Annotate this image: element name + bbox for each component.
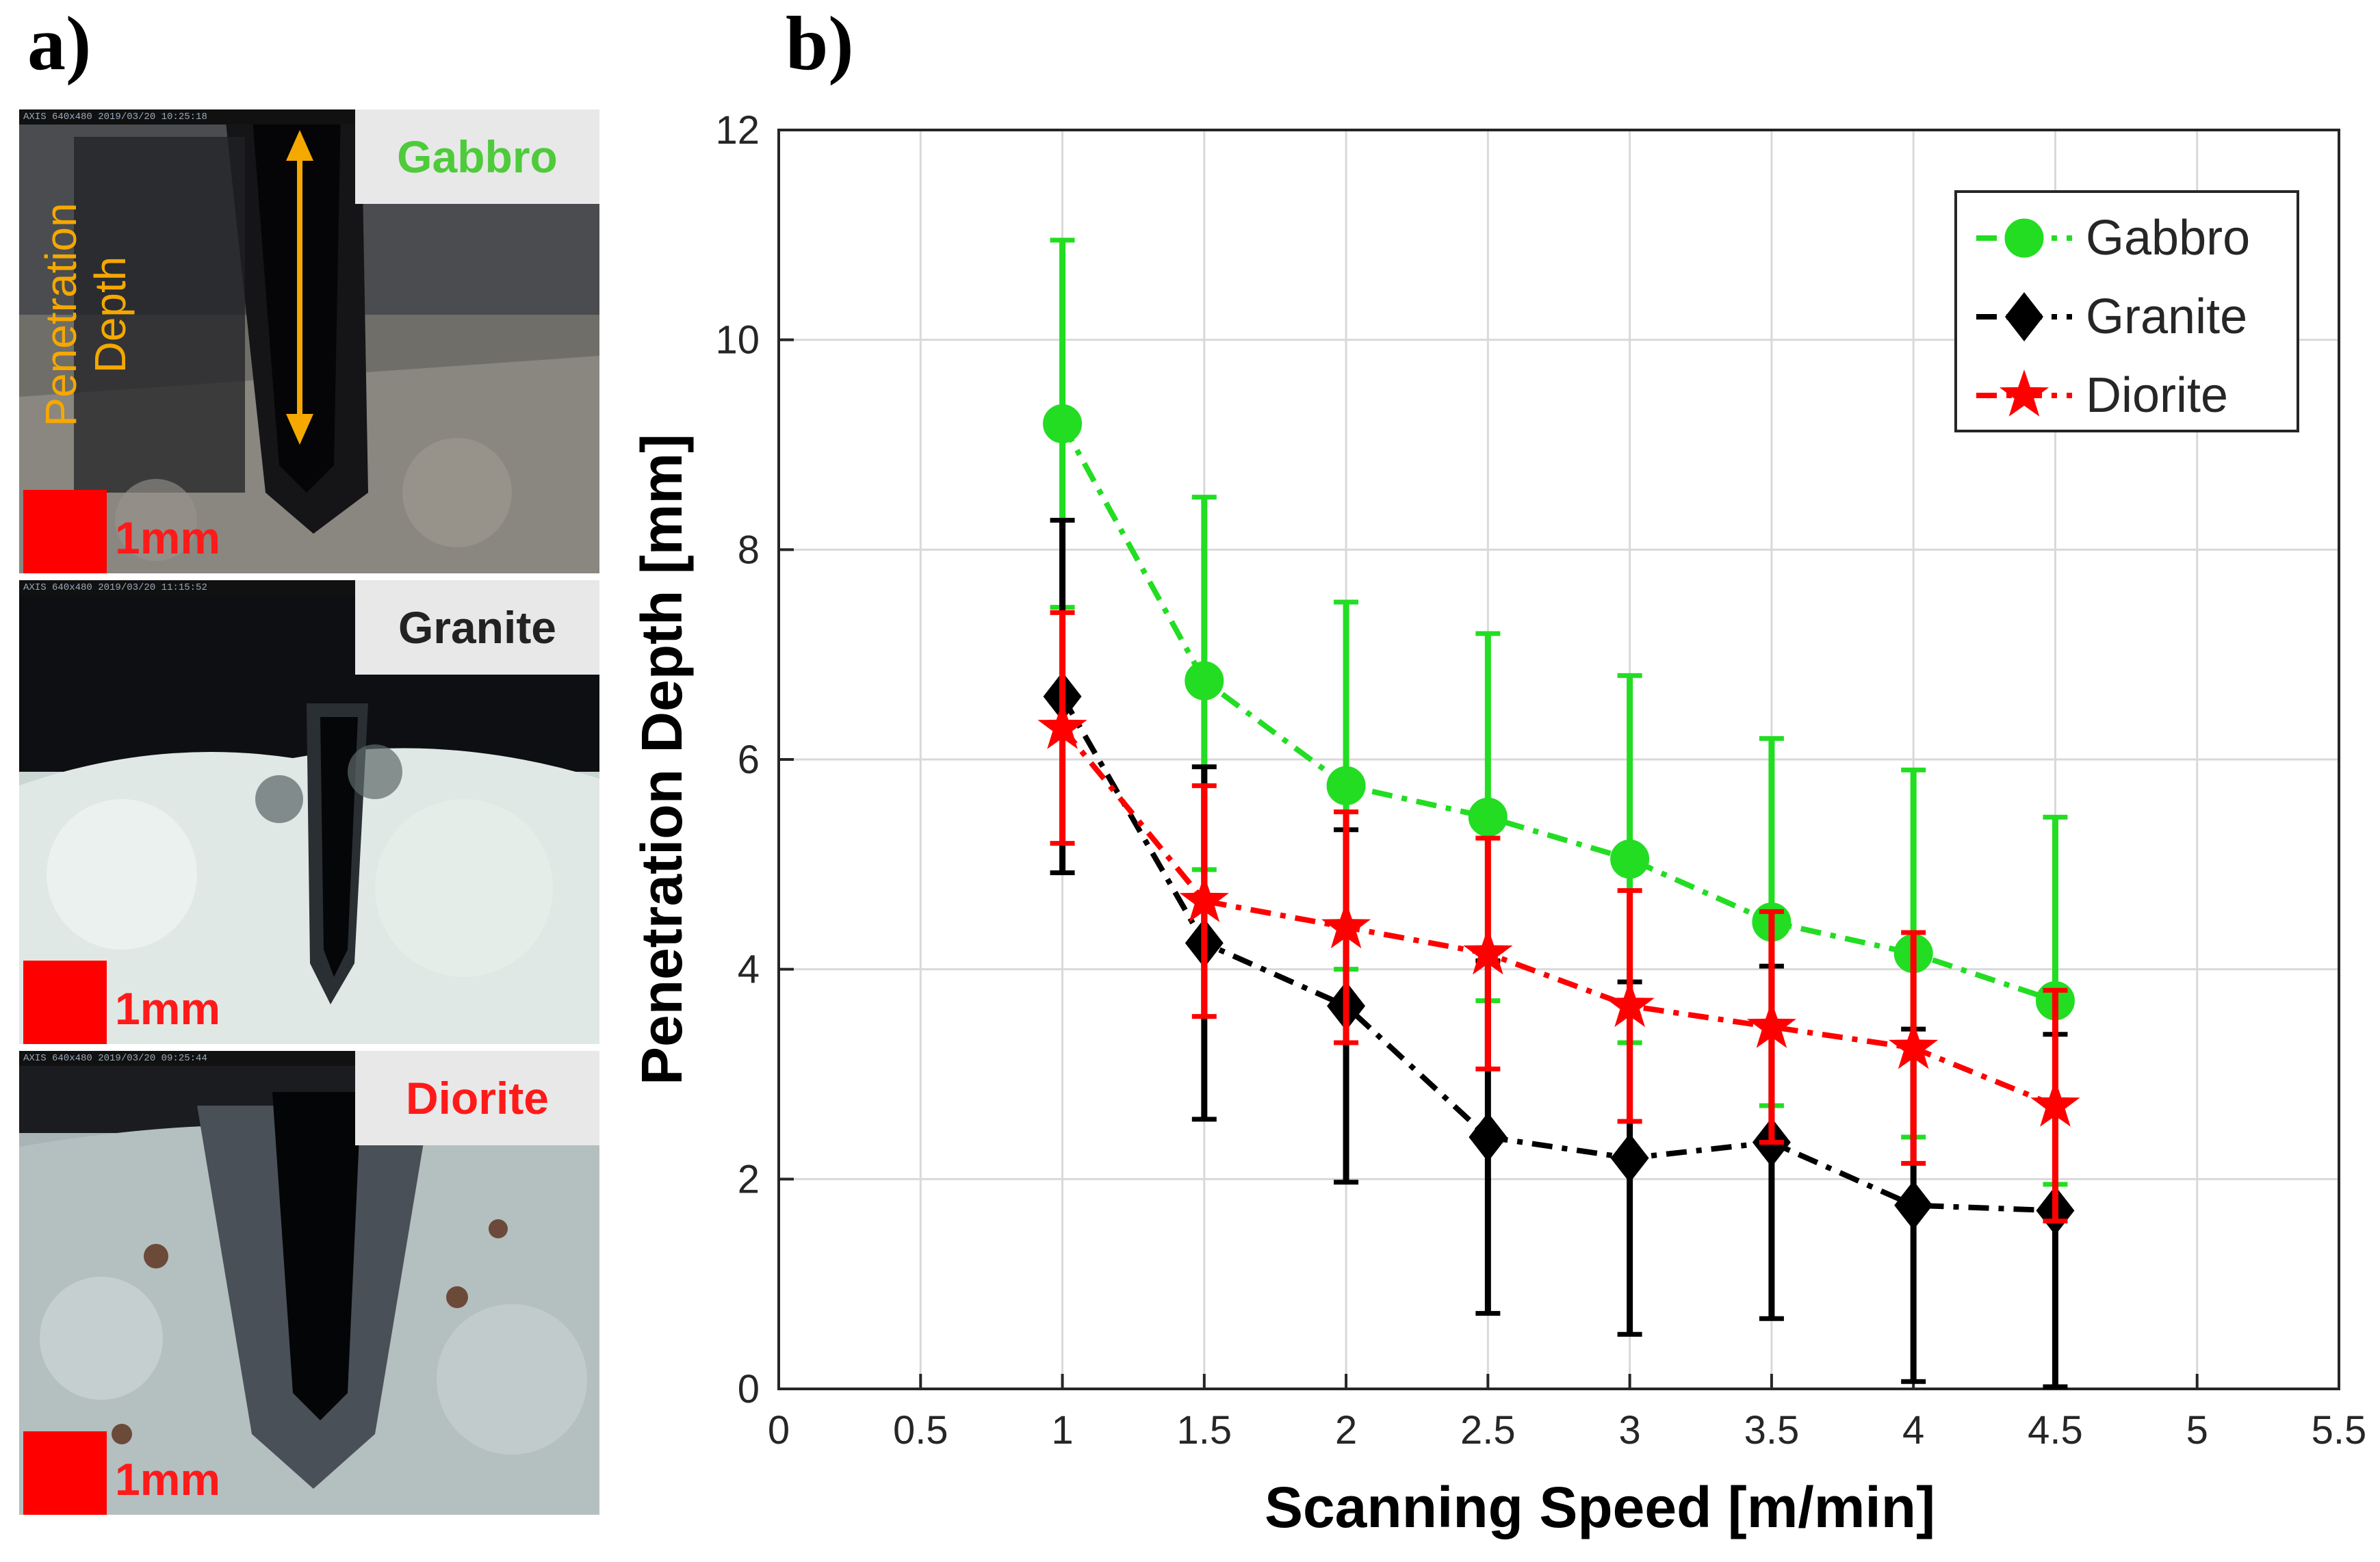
panel-a-label: a) (27, 1, 92, 86)
granite-series-line (1060, 695, 2056, 1214)
scale-label: 1mm (115, 983, 221, 1034)
gabbro-point (1468, 797, 1508, 837)
x-tick-label: 2 (1335, 1408, 1357, 1453)
camera-header: AXIS 640x480 2019/03/20 10:25:18 (19, 109, 365, 125)
rock-label-diorite: Diorite (355, 1051, 599, 1145)
camera-header: AXIS 640x480 2019/03/20 11:15:52 (19, 580, 365, 595)
legend-label-diorite: Diorite (2086, 368, 2228, 423)
y-tick-label: 6 (738, 738, 760, 782)
x-tick-label: 4.5 (2028, 1408, 2083, 1453)
gabbro-point (1185, 661, 1224, 701)
diorite-point (1889, 1021, 1939, 1069)
y-tick-label: 12 (715, 108, 760, 153)
gabbro-series-line (1060, 422, 2056, 1004)
x-tick-label: 0 (768, 1408, 790, 1453)
granite-point (1469, 1112, 1508, 1162)
scale-bar (23, 490, 107, 573)
camera-header: AXIS 640x480 2019/03/20 09:25:44 (19, 1051, 365, 1066)
granite-point (1610, 1133, 1649, 1183)
x-tick-label: 5.5 (2312, 1408, 2367, 1453)
diorite-point (2030, 1080, 2080, 1127)
photo-gabbro: AXIS 640x480 2019/03/20 10:25:18 Penetra… (19, 109, 599, 573)
y-tick-label: 8 (738, 528, 760, 572)
legend-label-granite: Granite (2086, 289, 2247, 344)
diorite-point (1746, 1001, 1796, 1048)
legend-marker-gabbro (2004, 218, 2044, 258)
granite-point (1894, 1180, 1933, 1230)
x-tick-label: 3 (1619, 1408, 1641, 1453)
scale-label: 1mm (115, 512, 221, 563)
x-axis-label: Scanning Speed [m/min] (1265, 1475, 1935, 1539)
legend-marker-granite (2005, 292, 2043, 341)
gabbro-point (1326, 766, 1366, 805)
y-tick-label: 2 (738, 1157, 760, 1201)
rock-label-gabbro: Gabbro (355, 109, 599, 204)
photo-diorite: AXIS 640x480 2019/03/20 09:25:44 Diorite… (19, 1051, 599, 1515)
scale-bar (23, 961, 107, 1044)
rock-label-granite: Granite (355, 580, 599, 675)
diorite-point (1321, 901, 1371, 949)
diorite-point (1605, 980, 1655, 1028)
x-tick-label: 2.5 (1460, 1408, 1516, 1453)
x-tick-label: 1 (1051, 1408, 1073, 1453)
legend-label-gabbro: Gabbro (2086, 211, 2250, 265)
y-tick-label: 10 (715, 318, 760, 363)
panel-b-label: b) (786, 1, 854, 86)
scale-bar (23, 1431, 107, 1515)
x-tick-label: 5 (2186, 1408, 2208, 1453)
diorite-series-line (1060, 726, 2056, 1108)
legend-marker-diorite (1999, 369, 2049, 417)
diorite-point (1037, 702, 1087, 749)
scale-label: 1mm (115, 1454, 221, 1505)
diorite-point (1179, 875, 1229, 922)
photo-granite: AXIS 640x480 2019/03/20 11:15:52 Granite… (19, 580, 599, 1044)
y-tick-label: 4 (738, 948, 760, 992)
y-axis-label: Penetration Depth [mm] (630, 434, 694, 1085)
gabbro-point (1043, 404, 1083, 443)
x-tick-label: 3.5 (1744, 1408, 1800, 1453)
y-tick-label: 0 (738, 1367, 760, 1411)
x-tick-label: 4 (1902, 1408, 1924, 1453)
diorite-point (1463, 927, 1513, 975)
gabbro-point (1610, 839, 1650, 879)
x-tick-label: 1.5 (1176, 1408, 1232, 1453)
x-tick-label: 0.5 (893, 1408, 948, 1453)
